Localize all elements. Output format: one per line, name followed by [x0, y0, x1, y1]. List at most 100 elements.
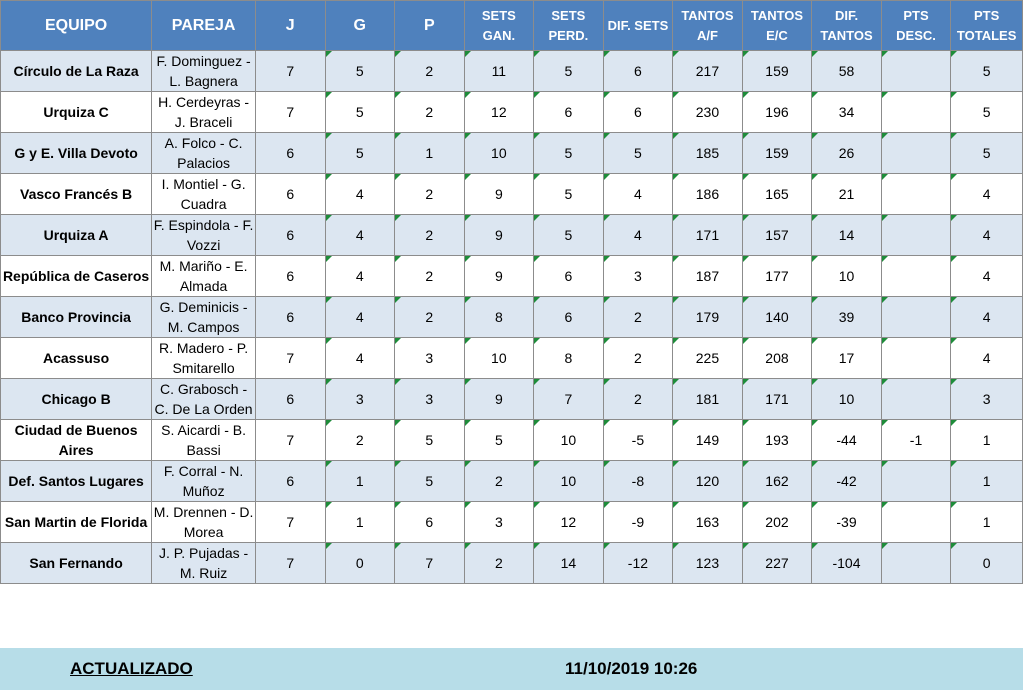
sets-won-cell[interactable]: 11	[463, 50, 535, 92]
points-for-cell[interactable]: 225	[672, 337, 743, 379]
pair-cell[interactable]: F. Corral - N. Muñoz	[151, 460, 256, 502]
sets-won-cell[interactable]: 2	[463, 542, 535, 584]
team-cell[interactable]: Chicago B	[0, 378, 153, 420]
sets-won-cell[interactable]: 10	[463, 132, 535, 174]
sets-diff-cell[interactable]: 2	[602, 337, 674, 379]
table-row[interactable]: G y E. Villa Devoto A. Folco - C. Palacio…	[0, 132, 1023, 174]
won-cell[interactable]: 5	[324, 50, 396, 92]
lost-cell[interactable]: 7	[394, 542, 465, 584]
won-cell[interactable]: 4	[324, 214, 396, 256]
team-cell[interactable]: Ciudad de Buenos Aires	[0, 419, 153, 461]
header-equipo[interactable]: EQUIPO	[0, 0, 153, 51]
sets-diff-cell[interactable]: -9	[602, 501, 674, 543]
points-diff-cell[interactable]: 21	[811, 173, 882, 215]
sets-lost-cell[interactable]: 12	[533, 501, 604, 543]
total-points-cell[interactable]: 5	[950, 91, 1023, 133]
lost-cell[interactable]: 6	[394, 501, 465, 543]
points-deducted-cell[interactable]	[880, 337, 952, 379]
header-sets-gan[interactable]: SETS GAN.	[463, 0, 535, 51]
lost-cell[interactable]: 2	[394, 91, 465, 133]
header-p[interactable]: P	[394, 0, 465, 51]
total-points-cell[interactable]: 5	[950, 132, 1023, 174]
lost-cell[interactable]: 2	[394, 255, 465, 297]
points-for-cell[interactable]: 181	[672, 378, 743, 420]
sets-lost-cell[interactable]: 7	[533, 378, 604, 420]
table-row[interactable]: San Fernando J. P. Pujadas - M. Ruiz 7 0 7 2 1…	[0, 542, 1023, 584]
total-points-cell[interactable]: 5	[950, 50, 1023, 92]
sets-lost-cell[interactable]: 6	[533, 255, 604, 297]
total-points-cell[interactable]: 3	[950, 378, 1023, 420]
table-row[interactable]: República de Caseros M. Mariño - E. Almad…	[0, 255, 1023, 297]
points-deducted-cell[interactable]	[880, 50, 952, 92]
points-against-cell[interactable]: 208	[741, 337, 813, 379]
total-points-cell[interactable]: 4	[950, 214, 1023, 256]
pair-cell[interactable]: R. Madero - P. Smitarello	[151, 337, 256, 379]
lost-cell[interactable]: 5	[394, 460, 465, 502]
table-row[interactable]: Acassuso R. Madero - P. Smitarello 7 4 3 10 8 2…	[0, 337, 1023, 379]
sets-won-cell[interactable]: 9	[463, 378, 535, 420]
points-for-cell[interactable]: 163	[672, 501, 743, 543]
header-pts-desc[interactable]: PTS DESC.	[880, 0, 952, 51]
sets-won-cell[interactable]: 10	[463, 337, 535, 379]
won-cell[interactable]: 5	[324, 91, 396, 133]
points-deducted-cell[interactable]	[880, 460, 952, 502]
points-against-cell[interactable]: 159	[741, 50, 813, 92]
points-diff-cell[interactable]: -44	[811, 419, 882, 461]
table-row[interactable]: Ciudad de Buenos Aires S. Aicardi - B. Ba…	[0, 419, 1023, 461]
lost-cell[interactable]: 1	[394, 132, 465, 174]
total-points-cell[interactable]: 4	[950, 296, 1023, 338]
points-for-cell[interactable]: 230	[672, 91, 743, 133]
pair-cell[interactable]: M. Mariño - E. Almada	[151, 255, 256, 297]
won-cell[interactable]: 1	[324, 460, 396, 502]
sets-lost-cell[interactable]: 8	[533, 337, 604, 379]
played-cell[interactable]: 6	[254, 378, 326, 420]
total-points-cell[interactable]: 1	[950, 460, 1023, 502]
points-diff-cell[interactable]: 58	[811, 50, 882, 92]
pair-cell[interactable]: J. P. Pujadas - M. Ruiz	[151, 542, 256, 584]
header-dif-tantos[interactable]: DIF. TANTOS	[811, 0, 882, 51]
total-points-cell[interactable]: 4	[950, 337, 1023, 379]
sets-won-cell[interactable]: 8	[463, 296, 535, 338]
won-cell[interactable]: 4	[324, 337, 396, 379]
points-deducted-cell[interactable]	[880, 173, 952, 215]
sets-diff-cell[interactable]: 4	[602, 214, 674, 256]
won-cell[interactable]: 1	[324, 501, 396, 543]
points-against-cell[interactable]: 227	[741, 542, 813, 584]
team-cell[interactable]: San Martin de Florida	[0, 501, 153, 543]
points-against-cell[interactable]: 140	[741, 296, 813, 338]
points-diff-cell[interactable]: 17	[811, 337, 882, 379]
sets-lost-cell[interactable]: 10	[533, 419, 604, 461]
points-against-cell[interactable]: 193	[741, 419, 813, 461]
played-cell[interactable]: 6	[254, 296, 326, 338]
points-deducted-cell[interactable]	[880, 91, 952, 133]
lost-cell[interactable]: 2	[394, 50, 465, 92]
points-deducted-cell[interactable]	[880, 255, 952, 297]
points-for-cell[interactable]: 187	[672, 255, 743, 297]
header-g[interactable]: G	[324, 0, 396, 51]
points-against-cell[interactable]: 171	[741, 378, 813, 420]
team-cell[interactable]: G y E. Villa Devoto	[0, 132, 153, 174]
won-cell[interactable]: 2	[324, 419, 396, 461]
table-row[interactable]: San Martin de Florida M. Drennen - D. Mor…	[0, 501, 1023, 543]
lost-cell[interactable]: 2	[394, 173, 465, 215]
points-against-cell[interactable]: 202	[741, 501, 813, 543]
points-for-cell[interactable]: 149	[672, 419, 743, 461]
sets-diff-cell[interactable]: 4	[602, 173, 674, 215]
points-for-cell[interactable]: 186	[672, 173, 743, 215]
table-row[interactable]: Banco Provincia G. Deminicis - M. Campos 6…	[0, 296, 1023, 338]
total-points-cell[interactable]: 4	[950, 173, 1023, 215]
pair-cell[interactable]: S. Aicardi - B. Bassi	[151, 419, 256, 461]
pair-cell[interactable]: H. Cerdeyras - J. Braceli	[151, 91, 256, 133]
team-cell[interactable]: Vasco Francés B	[0, 173, 153, 215]
points-diff-cell[interactable]: 26	[811, 132, 882, 174]
points-against-cell[interactable]: 196	[741, 91, 813, 133]
header-tantos-af[interactable]: TANTOS A/F	[672, 0, 743, 51]
points-against-cell[interactable]: 165	[741, 173, 813, 215]
points-diff-cell[interactable]: -42	[811, 460, 882, 502]
total-points-cell[interactable]: 1	[950, 501, 1023, 543]
pair-cell[interactable]: F. Dominguez - L. Bagnera	[151, 50, 256, 92]
lost-cell[interactable]: 3	[394, 378, 465, 420]
pair-cell[interactable]: I. Montiel - G. Cuadra	[151, 173, 256, 215]
team-cell[interactable]: Círculo de La Raza	[0, 50, 153, 92]
table-row[interactable]: Urquiza C H. Cerdeyras - J. Braceli 7 5 2 12 6…	[0, 91, 1023, 133]
